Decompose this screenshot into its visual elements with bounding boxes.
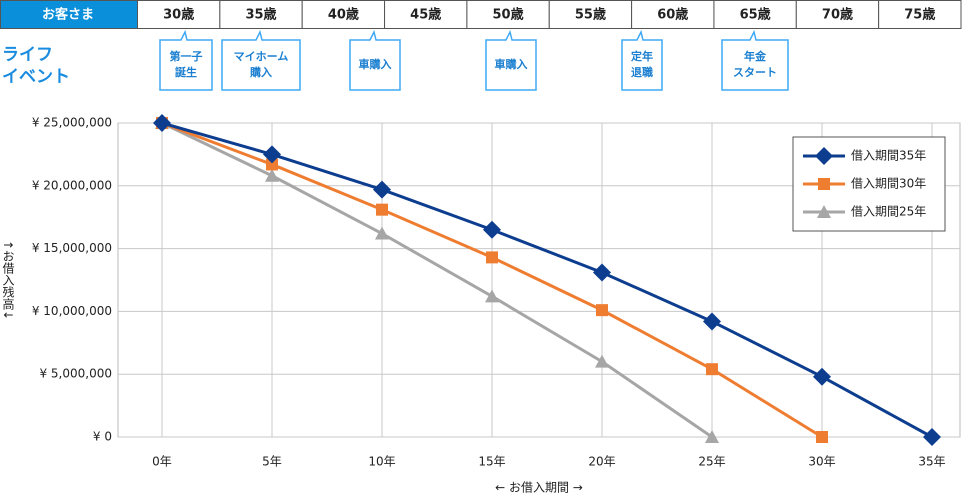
x-tick-label: 25年 [698, 455, 725, 469]
customer-cell [0, 0, 138, 29]
x-axis-label: ← お借入期間 → [495, 481, 583, 495]
age-cell [219, 0, 303, 29]
x-tick-label: 0年 [152, 455, 172, 469]
callout-text: 第一子 [170, 49, 203, 63]
y-tick-label: ¥ 0 [93, 430, 112, 444]
y-tick-label: ¥ 25,000,000 [32, 116, 112, 130]
age-cell [631, 0, 715, 29]
x-tick-label: 5年 [262, 455, 282, 469]
age-label: 70歳 [822, 7, 853, 23]
marker [813, 367, 831, 386]
age-label: 30歳 [163, 7, 194, 23]
marker [265, 168, 279, 182]
marker [705, 430, 719, 443]
callout-box [485, 29, 537, 91]
x-tick-label: 30年 [808, 455, 835, 469]
marker [375, 226, 389, 240]
marker [483, 220, 501, 239]
marker [485, 289, 499, 303]
age-label: 55歳 [575, 7, 606, 23]
marker [706, 363, 718, 376]
callout-text: 退職 [631, 65, 653, 79]
x-tick-label: 10年 [368, 455, 395, 469]
callout-text: スタート [733, 66, 777, 79]
life-event-title: ライフ [2, 45, 53, 65]
age-cell [466, 0, 550, 29]
callout-text: 車購入 [495, 57, 528, 71]
y-tick-label: ¥ 20,000,000 [32, 178, 112, 192]
age-label: 45歳 [410, 7, 441, 23]
legend-label: 借入期間25年 [851, 205, 926, 219]
callout-box [621, 29, 663, 91]
marker [373, 180, 391, 199]
callout-text: 定年 [631, 49, 653, 63]
y-axis-label: ↑お借入残高↓ [1, 240, 15, 320]
callout-box [159, 29, 213, 91]
marker [376, 203, 388, 216]
age-cell [878, 0, 962, 29]
age-label: 50歳 [493, 7, 524, 23]
marker [818, 178, 830, 190]
callout-box [721, 29, 789, 91]
callout-text: 誕生 [175, 65, 197, 79]
age-label: 65歳 [740, 7, 771, 23]
callout-text: 年金 [744, 49, 767, 63]
age-label: 75歳 [904, 7, 935, 23]
age-cell [137, 0, 221, 29]
y-tick-label: ¥ 5,000,000 [39, 367, 112, 381]
x-tick-label: 15年 [478, 455, 505, 469]
series-line [161, 121, 933, 439]
marker [703, 312, 721, 331]
age-label: 35歳 [245, 7, 276, 23]
age-label: 60歳 [657, 7, 688, 23]
marker [266, 158, 278, 171]
callout-text: 車購入 [359, 57, 392, 71]
callout-box [349, 29, 401, 91]
marker [817, 205, 831, 218]
marker [263, 145, 281, 164]
age-cell [795, 0, 880, 29]
callout-box [221, 29, 301, 91]
x-tick-label: 35年 [918, 455, 945, 469]
callout-text: 購入 [249, 65, 272, 79]
marker [816, 431, 828, 443]
y-tick-label: ¥ 15,000,000 [32, 241, 112, 255]
marker [595, 354, 609, 368]
age-cell [713, 0, 797, 29]
life-event-title: イベント [2, 67, 70, 87]
legend-label: 借入期間30年 [851, 177, 926, 191]
marker [596, 304, 608, 317]
age-cell [548, 0, 633, 29]
y-tick-label: ¥ 10,000,000 [32, 304, 112, 318]
marker [486, 251, 498, 264]
age-label: 40歳 [328, 7, 359, 23]
legend-label: 借入期間35年 [851, 149, 926, 163]
callout-text: マイホーム [234, 50, 289, 63]
marker [153, 114, 171, 132]
marker [923, 428, 941, 446]
series-line [161, 121, 713, 439]
marker [815, 147, 833, 165]
age-cell [384, 0, 468, 29]
customer-label: お客さま [42, 7, 94, 23]
x-tick-label: 20年 [588, 455, 615, 469]
marker [593, 263, 611, 282]
